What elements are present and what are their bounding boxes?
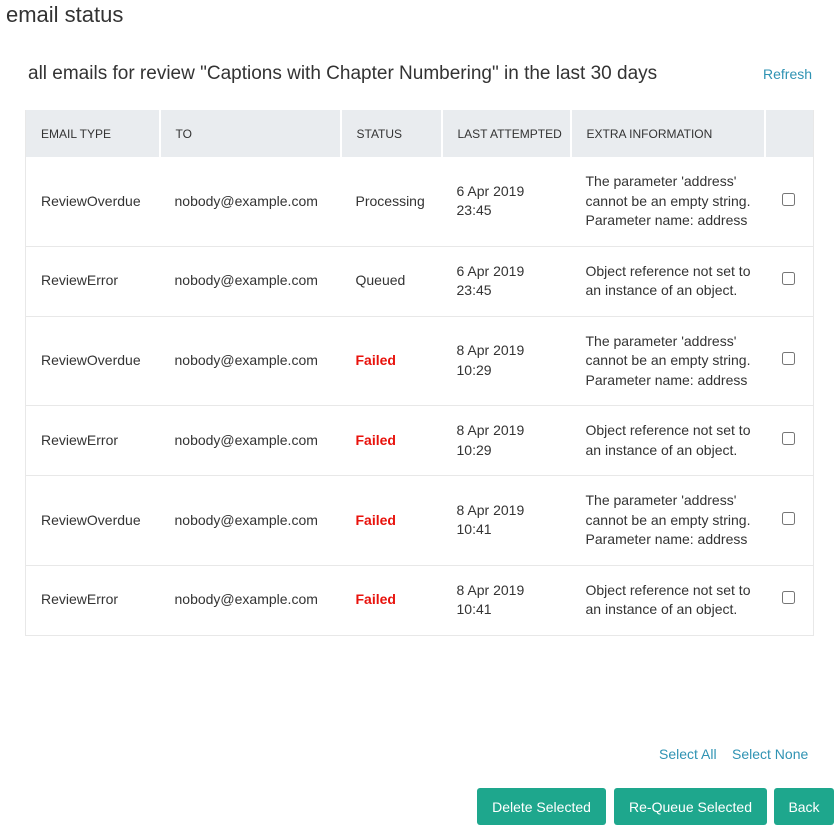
status-cell: Queued (340, 246, 442, 317)
select-cell (764, 316, 814, 406)
to-cell: nobody@example.com (159, 565, 341, 636)
select-cell (764, 246, 814, 317)
to-cell: nobody@example.com (159, 246, 341, 317)
email-type-cell: ReviewError (25, 565, 160, 636)
refresh-link[interactable]: Refresh (763, 66, 813, 82)
subtitle: all emails for review "Captions with Cha… (28, 63, 658, 84)
status-cell: Failed (340, 316, 442, 406)
status-cell: Failed (340, 475, 442, 566)
row-checkbox[interactable] (782, 511, 796, 525)
last-attempted-cell: 8 Apr 2019 10:29 (441, 316, 571, 406)
column-header: EMAIL TYPE (25, 110, 161, 157)
select-cell (764, 475, 814, 566)
to-cell: nobody@example.com (159, 475, 341, 566)
extra-info-cell: The parameter 'address' cannot be an emp… (570, 157, 765, 247)
extra-info-cell: The parameter 'address' cannot be an emp… (570, 316, 765, 406)
email-type-cell: ReviewOverdue (25, 475, 160, 566)
delete-button[interactable]: Delete Selected (477, 788, 606, 825)
back-button[interactable]: Back (774, 788, 834, 825)
status-cell: Processing (340, 157, 442, 247)
header-row: EMAIL TYPE TO STATUS LAST ATTEMPTED EXTRA IN… (25, 110, 814, 157)
time: 10:29 (456, 361, 492, 378)
row-checkbox[interactable] (782, 352, 796, 365)
email-type-cell: ReviewError (25, 246, 160, 317)
date: 8 Apr 2019 (456, 422, 525, 438)
row-checkbox[interactable] (782, 591, 796, 605)
select-all-link[interactable]: Select All (659, 746, 717, 762)
last-attempted-cell: 8 Apr 2019 10:29 (441, 405, 571, 476)
last-attempted-cell: 8 Apr 2019 10:41 (441, 565, 571, 636)
column-header: LAST ATTEMPTED (441, 110, 572, 157)
email-type-cell: ReviewError (25, 405, 160, 476)
select-cell (764, 405, 814, 476)
select-cell (764, 157, 814, 247)
select-cell (764, 565, 814, 636)
to-cell: nobody@example.com (159, 157, 341, 247)
page-title: email status (6, 2, 124, 27)
time: 10:41 (456, 521, 492, 538)
last-attempted-cell: 8 Apr 2019 10:41 (441, 475, 571, 566)
extra-info-cell: Object reference not set to an instance … (570, 405, 765, 476)
date: 6 Apr 2019 (456, 182, 525, 199)
row-checkbox[interactable] (782, 272, 796, 286)
extra-info-cell: Object reference not set to an instance … (570, 565, 765, 636)
date: 8 Apr 2019 (456, 581, 525, 598)
time: 23:45 (456, 202, 492, 219)
table-body: ReviewOverdue nobody@example.com Processin… (25, 157, 814, 636)
table-row: ReviewOverdue nobody@example.com Failed 8 A… (25, 475, 814, 566)
time: 10:29 (456, 441, 492, 458)
table-row: ReviewError nobody@example.com Failed 8 Apr… (25, 405, 814, 476)
last-attempted-cell: 6 Apr 2019 23:45 (441, 157, 571, 247)
email-type-cell: ReviewOverdue (25, 316, 160, 406)
table-row: ReviewError nobody@example.com Failed 8 Apr… (25, 565, 814, 636)
status-cell: Failed (340, 405, 442, 476)
row-checkbox[interactable] (782, 192, 796, 206)
email-table: EMAIL TYPE TO STATUS LAST ATTEMPTED EXTRA IN… (25, 110, 814, 636)
row-checkbox[interactable] (782, 431, 796, 445)
to-cell: nobody@example.com (159, 316, 341, 406)
time: 10:41 (456, 601, 492, 617)
column-header: TO (159, 110, 342, 157)
column-header-select (764, 110, 814, 157)
to-cell: nobody@example.com (159, 405, 341, 476)
time: 23:45 (456, 282, 492, 298)
column-header: STATUS (340, 110, 443, 157)
extra-info-cell: The parameter 'address' cannot be an emp… (570, 475, 765, 566)
select-none-link[interactable]: Select None (732, 746, 809, 762)
column-header: EXTRA INFORMATION (570, 110, 766, 157)
date: 8 Apr 2019 (456, 342, 525, 359)
table-row: ReviewOverdue nobody@example.com Processin… (25, 157, 814, 247)
date: 6 Apr 2019 (456, 262, 525, 279)
date: 8 Apr 2019 (456, 501, 525, 518)
last-attempted-cell: 6 Apr 2019 23:45 (441, 246, 571, 317)
table-row: ReviewOverdue nobody@example.com Failed 8 A… (25, 316, 814, 406)
table-row: ReviewError nobody@example.com Queued 6 Apr… (25, 246, 814, 317)
requeue-button[interactable]: Re-Queue Selected (614, 788, 767, 825)
status-cell: Failed (340, 565, 442, 636)
email-type-cell: ReviewOverdue (25, 157, 160, 247)
extra-info-cell: Object reference not set to an instance … (570, 246, 765, 317)
